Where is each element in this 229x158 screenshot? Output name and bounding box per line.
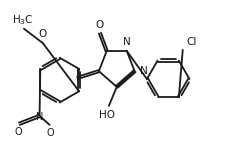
Text: O: O [14,127,22,137]
Text: O: O [39,29,47,39]
Text: O: O [47,128,55,138]
Text: O: O [95,20,104,30]
Text: N: N [139,66,147,76]
Text: N: N [36,112,43,122]
Text: Cl: Cl [186,37,196,47]
Text: N: N [123,37,131,47]
Text: HO: HO [99,110,115,120]
Text: H$_3$C: H$_3$C [12,13,34,27]
